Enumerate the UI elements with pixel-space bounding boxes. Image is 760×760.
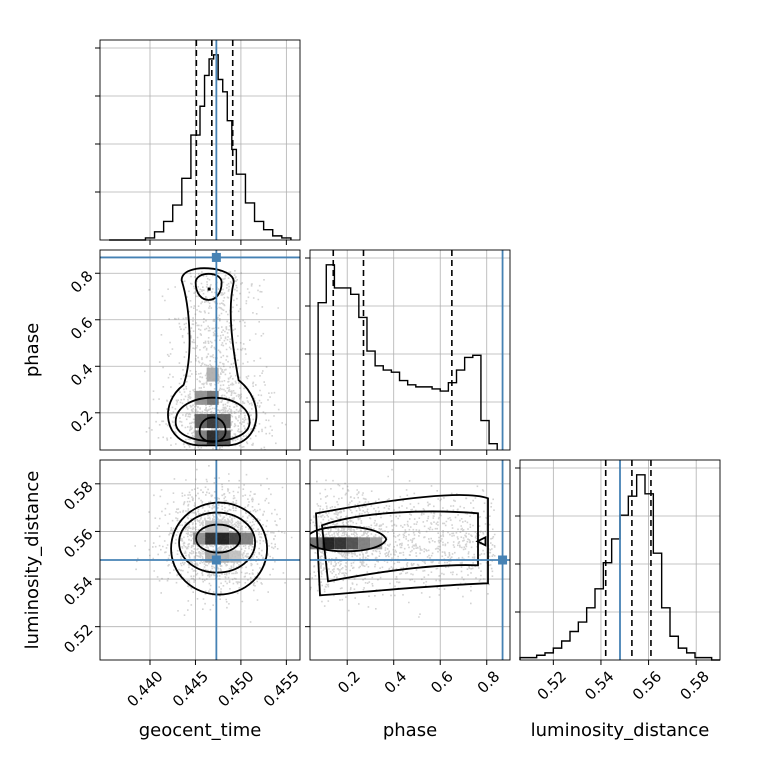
y-axis-title-phase: phase [22,323,43,377]
contour-inner [198,416,227,443]
contour-secondary-mode [475,535,487,547]
density-cell [194,414,207,429]
density-cell [207,287,211,291]
panel-frame [309,249,511,451]
x-tick-label-luminosity_distance: 0.58 [676,667,712,703]
x-tick-label-phase: 0.6 [427,667,457,697]
density-cell [217,532,230,545]
x-axis-title-geocent_time: geocent_time [139,720,262,741]
density-cell [205,520,218,533]
y-tick-label-luminosity_distance: 0.52 [60,620,96,656]
histogram-geocent_time [109,54,292,241]
density-cell [346,537,359,550]
x-tick-label-geocent_time: 0.440 [124,667,167,710]
truth-marker [211,252,221,262]
histogram-phase [309,264,498,450]
density-cell [217,520,230,533]
density-cell [358,537,371,550]
density-panel-2 [310,468,496,618]
y-tick-label-phase: 0.8 [67,267,97,297]
y-tick-label-luminosity_distance: 0.56 [60,525,96,561]
density-cell [334,537,347,550]
density-cell [241,532,254,545]
panel-frame [519,459,721,661]
x-tick-label-luminosity_distance: 0.52 [534,667,570,703]
sample-points [310,468,496,618]
contour-middle [174,396,251,443]
truth-marker [211,555,221,565]
x-tick-label-phase: 0.8 [474,667,504,697]
y-axis-title-luminosity_distance: luminosity_distance [22,471,43,650]
panel-frame [99,39,301,241]
truth-marker [498,555,508,565]
contour-upper-mode [194,272,223,301]
x-tick-label-phase: 0.4 [381,667,411,697]
density-panel-0 [144,267,300,450]
contour-inner [195,523,241,554]
panel-frame [99,459,301,661]
y-tick-label-luminosity_distance: 0.58 [60,478,96,514]
density-cell [193,532,206,545]
x-tick-label-geocent_time: 0.445 [169,667,212,710]
density-cell [229,532,242,545]
x-axis-title-luminosity_distance: luminosity_distance [531,720,710,741]
panel-frame [99,249,301,451]
grid-layer [100,40,720,660]
contour-outer [167,267,258,447]
panel-frame [309,459,511,661]
density-panel-1 [134,465,293,623]
contour-inner [310,525,388,553]
density-cell [218,414,231,429]
data-layer [100,40,720,661]
frames-layer [95,39,721,665]
x-tick-label-luminosity_distance: 0.54 [581,667,617,703]
y-tick-label-phase: 0.6 [67,314,97,344]
density-cell [194,390,207,405]
contour-middle [321,510,479,583]
x-tick-label-geocent_time: 0.450 [214,667,257,710]
x-axis-title-phase: phase [383,720,437,741]
y-tick-label-phase: 0.2 [67,407,97,437]
x-tick-label-geocent_time: 0.455 [260,667,303,710]
x-tick-label-phase: 0.2 [334,667,364,697]
contour-outer [315,494,489,597]
x-tick-label-luminosity_distance: 0.56 [629,667,665,703]
contour-outer [170,501,268,596]
density-cell [322,537,335,550]
sample-points [144,270,300,450]
density-cell [205,532,218,545]
y-tick-label-phase: 0.4 [67,360,97,390]
y-tick-label-luminosity_distance: 0.54 [60,573,96,609]
